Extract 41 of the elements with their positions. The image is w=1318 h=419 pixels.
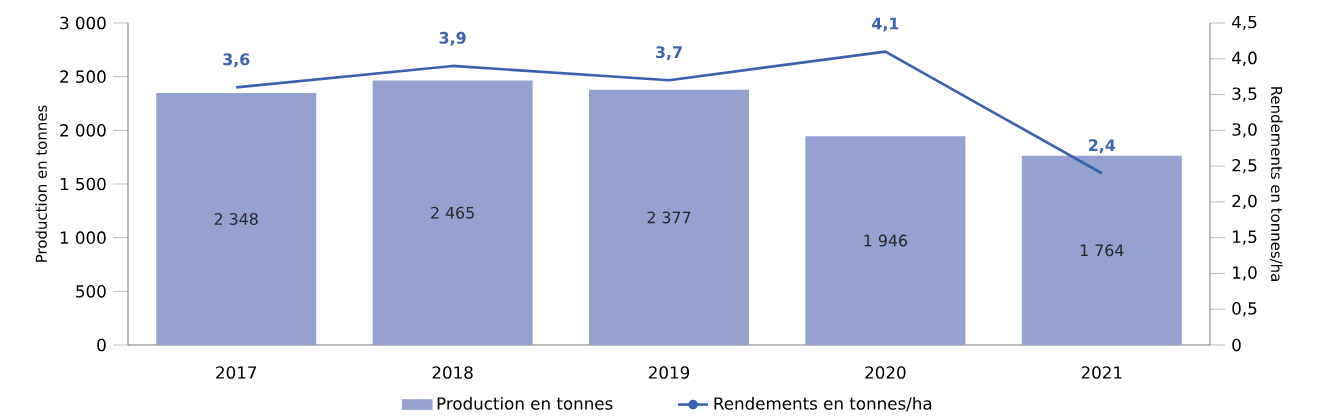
y2-tick-label: 1,0 (1233, 266, 1257, 281)
y-axis-title: Production en tonnes (35, 105, 47, 262)
data-label: 1 946 (864, 234, 908, 247)
y2-tick-label: 2,0 (1232, 194, 1257, 209)
y-tick-label: 3 000 (60, 16, 106, 30)
y2-tick-label: 2,5 (1232, 158, 1257, 174)
y2-tick-label: 0 (1232, 338, 1241, 352)
y2-axis-title: Rendements en tonnes/ha (1269, 87, 1283, 281)
y2-tick-label: 3,5 (1232, 87, 1257, 102)
x-tick-label: 2019 (648, 366, 690, 379)
bar (372, 80, 533, 345)
y2-tick-label: 3,0 (1232, 123, 1257, 138)
data-label: 2 348 (214, 212, 258, 225)
y2-tick-label: 4,5 (1232, 15, 1257, 30)
data-label: 2 377 (647, 211, 691, 224)
bar (1021, 155, 1182, 345)
legend-label: Production en tonnes (437, 396, 613, 410)
legend-label: Rendements en tonnes/ha (714, 396, 932, 411)
y-tick-label: 2 000 (60, 123, 106, 137)
bar (805, 136, 966, 345)
y2-tick-label: 4,0 (1232, 51, 1257, 66)
data-label: 2,4 (1089, 139, 1116, 154)
y-tick-label: 1 000 (60, 231, 106, 244)
y2-tick-label: 1,5 (1233, 230, 1257, 245)
y-tick-label: 1 500 (60, 177, 106, 191)
data-label: 2 465 (431, 206, 474, 219)
bar (156, 92, 317, 345)
bar (589, 89, 750, 345)
data-label: 4,1 (872, 17, 899, 32)
x-tick-label: 2017 (216, 366, 257, 379)
y2-tick-label: 0,5 (1232, 301, 1257, 317)
data-label: 3,6 (223, 53, 250, 68)
x-tick-label: 2020 (865, 366, 906, 379)
y-tick-label: 500 (76, 284, 106, 298)
x-tick-label: 2018 (432, 366, 473, 379)
y-tick-label: 0 (97, 338, 106, 352)
x-tick-label: 2021 (1081, 366, 1122, 379)
data-label: 1 764 (1080, 244, 1124, 257)
data-label: 3,7 (656, 46, 682, 61)
y-tick-label: 2 500 (60, 70, 106, 83)
data-label: 3,9 (439, 31, 466, 46)
